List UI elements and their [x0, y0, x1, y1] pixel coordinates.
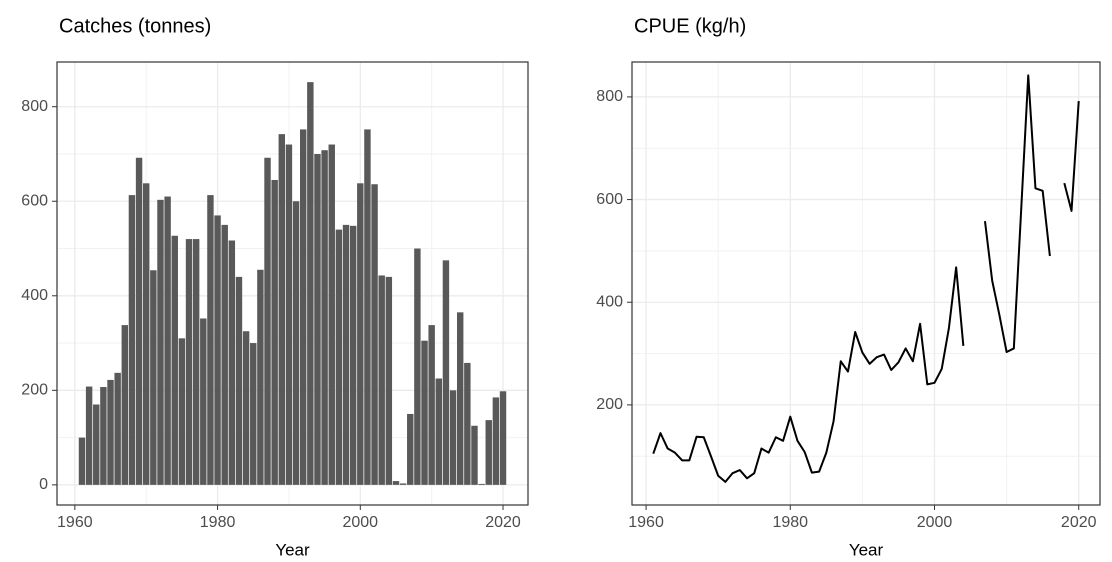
bar [342, 224, 350, 485]
bar [157, 199, 164, 485]
bar [214, 215, 221, 485]
bar [235, 276, 243, 485]
bar [299, 129, 307, 485]
bar [207, 195, 214, 485]
bar [414, 248, 421, 485]
bar [399, 483, 407, 485]
y-tick-label: 400 [21, 287, 48, 304]
panel-border [56, 61, 529, 506]
bar [150, 270, 157, 485]
bar [78, 437, 86, 485]
bar [442, 260, 450, 485]
bar [121, 325, 129, 485]
bar [107, 379, 114, 485]
panel-border [631, 61, 1101, 506]
x-tick-label: 2000 [917, 514, 953, 531]
bar [135, 157, 143, 485]
y-tick-label: 600 [596, 191, 623, 208]
bar [421, 340, 428, 485]
bar [164, 196, 171, 485]
bar [307, 82, 314, 485]
bar [250, 343, 257, 485]
bar [392, 481, 400, 485]
bar [407, 413, 414, 485]
y-tick-label: 800 [21, 98, 48, 115]
bar [321, 150, 328, 485]
bar [464, 362, 471, 485]
bar [114, 372, 121, 485]
bar [499, 391, 507, 485]
y-tick-label: 800 [596, 88, 623, 105]
bar [178, 338, 186, 485]
bar [185, 239, 193, 485]
bar [292, 201, 300, 485]
x-tick-label: 1960 [628, 514, 664, 531]
y-tick-label: 0 [39, 476, 48, 493]
y-tick-label: 200 [21, 382, 48, 399]
x-tick-label: 2000 [342, 514, 378, 531]
x-axis-title: Year [849, 540, 884, 559]
bar [271, 179, 278, 485]
bar [349, 225, 357, 485]
chart-title: CPUE (kg/h) [634, 15, 746, 37]
bar [171, 235, 178, 485]
bar [357, 183, 364, 485]
chart-title: Catches (tonnes) [59, 15, 211, 37]
x-axis-title: Year [275, 540, 310, 559]
bar [428, 325, 435, 485]
y-tick-label: 200 [596, 396, 623, 413]
x-tick-label: 1980 [200, 514, 236, 531]
bar [242, 331, 250, 485]
x-tick-label: 1960 [57, 514, 93, 531]
bar [335, 229, 343, 485]
bar [449, 390, 457, 485]
bar [371, 184, 378, 485]
bar [314, 153, 321, 485]
bar [492, 397, 500, 485]
bar [456, 312, 464, 485]
line [652, 74, 1080, 483]
bar [285, 144, 293, 485]
y-tick-label: 400 [596, 293, 623, 310]
bar [264, 157, 271, 485]
y-tick-label: 600 [21, 192, 48, 209]
bar [200, 318, 207, 485]
bar [485, 420, 492, 485]
bar [435, 378, 443, 485]
bar [471, 425, 478, 485]
bar [93, 404, 100, 485]
x-tick-label: 2020 [485, 514, 521, 531]
bar [128, 195, 136, 485]
bar [364, 129, 371, 485]
bar [328, 144, 335, 485]
bar [385, 276, 393, 485]
x-tick-label: 2020 [1061, 514, 1097, 531]
bar [478, 483, 485, 485]
bar [228, 240, 236, 485]
bar [85, 386, 93, 485]
bar [100, 387, 107, 485]
bar [221, 224, 228, 485]
bar [142, 183, 150, 485]
bar [257, 269, 264, 485]
x-tick-label: 1980 [772, 514, 808, 531]
bar [378, 275, 385, 485]
bar [192, 239, 200, 485]
bar [278, 134, 286, 485]
